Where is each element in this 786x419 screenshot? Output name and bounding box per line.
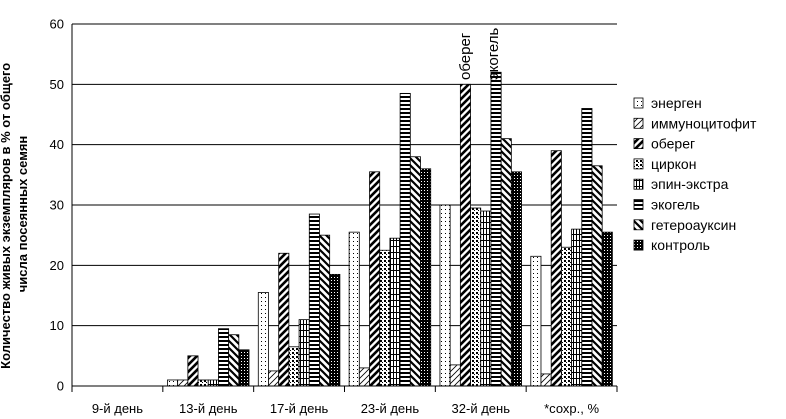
axes (71, 24, 618, 392)
annotation-obereg: оберег (457, 32, 474, 80)
bar-экогель (399, 92, 411, 387)
y-axis-title-line-1: Количество живых экземпляров в % от обще… (0, 63, 13, 369)
legend-swatch (633, 158, 644, 170)
y-tick-label: 10 (50, 318, 64, 333)
legend-swatch (633, 117, 644, 129)
bar-иммуноцитофит (449, 364, 461, 387)
bar-контроль (420, 168, 432, 387)
y-tick-label: 30 (50, 198, 64, 213)
y-axis-title-line-2: числа посеянных семян (15, 136, 30, 293)
bar-эпин-экстра (207, 379, 219, 387)
legend-swatch (633, 219, 644, 231)
y-tick-label: 60 (50, 17, 64, 32)
y-tick-label: 20 (50, 258, 64, 273)
bar-иммуноцитофит (177, 379, 189, 387)
bar-эпин-экстра (571, 228, 583, 387)
gridlines (72, 23, 617, 327)
bar-экогель (490, 71, 502, 387)
bar-экогель (581, 108, 593, 387)
bar-оберег (369, 171, 381, 387)
bar-циркон (197, 379, 209, 387)
x-tick-label: 9-й день (92, 401, 143, 416)
bar-контроль (510, 171, 522, 387)
y-tick-label: 50 (50, 77, 64, 92)
bar-циркон (379, 249, 391, 387)
y-tick-label: 40 (50, 137, 64, 152)
bar-эпин-экстра (480, 210, 492, 387)
bar-иммуноцитофит (268, 370, 280, 387)
bar-циркон (560, 246, 572, 387)
legend-label: циркон (651, 156, 696, 172)
bar-гетероауксин (228, 334, 240, 387)
legend-label: гетероауксин (651, 217, 736, 233)
legend-label: экогель (651, 197, 700, 213)
legend-swatch (633, 178, 644, 190)
x-tick-label: 23-й день (361, 401, 420, 416)
bar-гетероауксин (500, 138, 512, 387)
bar-энерген (439, 204, 451, 387)
legend-label: энерген (651, 95, 702, 111)
x-tick-label: *сохр., % (544, 401, 599, 416)
bar-оберег (278, 252, 290, 387)
bar-оберег (550, 150, 562, 387)
bar-контроль (601, 231, 613, 387)
bar-энерген (530, 255, 542, 387)
legend: энерген иммуноцитофит оберег циркон эпин-экс… (633, 95, 757, 253)
x-tick-label: 32-й день (452, 401, 511, 416)
bar-контроль (329, 273, 341, 387)
legend-swatch (633, 239, 644, 251)
y-axis-title: Количество живых экземпляров в % от обще… (0, 59, 30, 369)
legend-swatch (633, 199, 644, 210)
legend-label: эпин-экстра (651, 176, 729, 192)
annotation-ekogel: экогель (485, 28, 502, 80)
legend-label: иммуноцитофит (651, 115, 757, 131)
bar-энерген (257, 292, 269, 387)
bar-иммуноцитофит (540, 373, 552, 387)
x-tick-label: 13-й день (179, 401, 238, 416)
bar-экогель (218, 328, 230, 387)
bar-энерген (167, 379, 179, 387)
bar-оберег (187, 355, 199, 387)
legend-swatch (633, 138, 644, 150)
bar-контроль (238, 349, 250, 387)
bar-экогель (308, 213, 320, 387)
bar-гетероауксин (319, 234, 331, 387)
bar-эпин-экстра (389, 237, 401, 387)
x-tick-label: 17-й день (270, 401, 329, 416)
y-tick-label: 0 (57, 379, 64, 394)
bar-гетероауксин (409, 156, 421, 387)
bar-эпин-экстра (298, 319, 310, 387)
legend-label: оберег (651, 136, 695, 152)
bar-циркон (288, 346, 300, 387)
bar-гетероауксин (591, 165, 603, 387)
bar-оберег (459, 83, 471, 387)
bar-энерген (348, 231, 360, 387)
legend-label: контроль (651, 237, 710, 253)
y-tick-labels: 0 10 20 30 40 50 60 (50, 17, 64, 394)
bar-иммуноцитофит (358, 367, 370, 387)
bars (167, 71, 613, 387)
legend-swatch (633, 97, 644, 109)
x-tick-labels: 9-й день 13-й день 17-й день 23-й день 32-й … (92, 401, 600, 416)
bar-циркон (470, 207, 482, 387)
